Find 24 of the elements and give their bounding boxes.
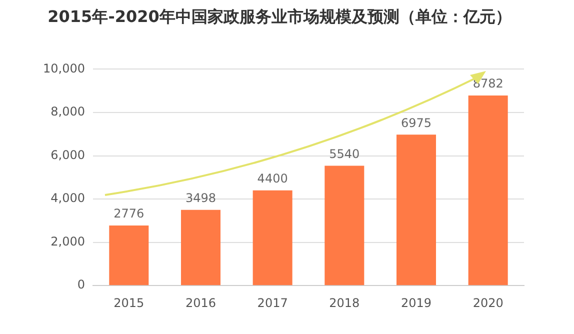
x-tick-label: 2017 — [257, 296, 288, 310]
bar — [252, 190, 292, 286]
bar — [396, 134, 436, 286]
y-tick-label: 2,000 — [50, 234, 85, 248]
data-label: 6975 — [400, 116, 432, 130]
x-tick-label: 2020 — [472, 296, 504, 310]
data-label: 4400 — [257, 172, 288, 186]
data-label: 3498 — [185, 191, 216, 206]
y-tick-label: 4,000 — [50, 191, 85, 206]
x-tick-label: 2018 — [329, 296, 360, 310]
bar — [468, 96, 508, 286]
y-tick-label: 10,000 — [42, 61, 85, 76]
data-label: 2776 — [114, 206, 144, 221]
bar — [180, 210, 220, 286]
data-label: 5540 — [329, 146, 360, 161]
x-tick-label: 2019 — [400, 296, 432, 310]
y-tick-label: 8,000 — [50, 104, 85, 119]
x-tick-label: 2016 — [185, 296, 216, 310]
bar — [109, 226, 149, 286]
chart-title: 2015年-2020年中国家政服务业市场规模及预测（单位：亿元） — [48, 6, 512, 26]
y-tick-label: 0 — [77, 278, 85, 292]
bar — [324, 166, 364, 286]
y-tick-label: 6,000 — [50, 148, 85, 162]
x-tick-label: 2015 — [114, 296, 144, 310]
